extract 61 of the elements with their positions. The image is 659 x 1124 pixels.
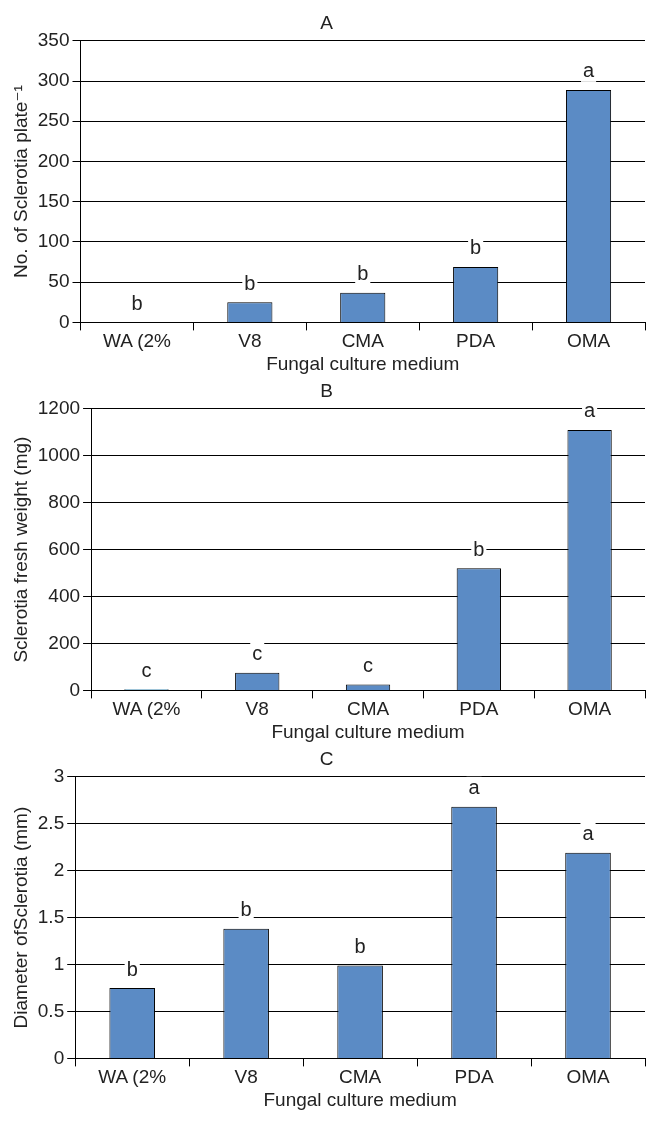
- y-tick-label: 200: [37, 149, 70, 171]
- y-tick-label: 400: [48, 584, 81, 606]
- x-tick-label: OMA: [567, 698, 612, 720]
- annotation: b: [131, 291, 143, 314]
- y-axis-title: Sclerotia fresh weight (mg): [9, 436, 31, 663]
- x-tick-label: PDA: [456, 330, 496, 352]
- annotation: b: [473, 537, 485, 560]
- y-tick-label: 600: [48, 537, 81, 559]
- x-tick-label: PDA: [459, 698, 499, 720]
- annotation: c: [141, 658, 152, 681]
- x-tick-label: OMA: [566, 1066, 610, 1088]
- x-tick-label: V8: [238, 330, 262, 352]
- x-axis-title: Fungal culture medium: [271, 720, 465, 742]
- annotation: b: [244, 271, 256, 294]
- y-tick-label: 50: [48, 270, 70, 292]
- x-tick-label: WA (2%: [112, 698, 181, 720]
- y-tick-label: 0: [69, 678, 81, 700]
- x-tick-label: V8: [234, 1066, 258, 1088]
- y-tick-label: 1.5: [37, 905, 65, 927]
- y-tick-label: 3: [53, 765, 65, 787]
- annotation: a: [582, 822, 595, 845]
- x-axis-title: Fungal culture medium: [263, 1088, 457, 1110]
- x-axis-title: Fungal culture medium: [266, 352, 460, 374]
- x-tick-label: CMA: [341, 330, 385, 352]
- annotation: b: [354, 934, 366, 957]
- annotation: c: [363, 654, 374, 677]
- x-tick-label: PDA: [454, 1066, 494, 1088]
- annotation: c: [252, 642, 263, 665]
- x-tick-label: CMA: [338, 1066, 382, 1088]
- y-tick-label: 800: [48, 490, 81, 512]
- chart-title: A: [320, 11, 334, 33]
- y-tick-label: 250: [37, 109, 70, 131]
- x-tick-label: V8: [245, 698, 269, 720]
- y-tick-label: 1200: [37, 397, 81, 419]
- y-tick-label: 350: [37, 29, 70, 51]
- x-tick-label: OMA: [566, 330, 611, 352]
- y-tick-label: 150: [37, 189, 70, 211]
- y-tick-label: 2: [53, 858, 65, 880]
- y-tick-label: 1000: [37, 443, 81, 465]
- y-tick-label: 0.5: [37, 999, 65, 1021]
- annotation: a: [468, 776, 481, 799]
- y-axis-title: No. of Sclerotia plate⁻¹: [9, 85, 31, 278]
- annotation: b: [357, 262, 369, 285]
- y-tick-label: 0: [58, 310, 70, 332]
- y-tick-label: 1: [53, 952, 65, 974]
- x-tick-label: CMA: [346, 698, 390, 720]
- y-tick-label: 2.5: [37, 811, 65, 833]
- chart-title: C: [319, 747, 334, 769]
- x-tick-label: WA (2%: [102, 330, 172, 352]
- y-axis-title: Diameter ofSclerotia (mm): [9, 806, 31, 1029]
- y-tick-label: 100: [37, 230, 70, 252]
- annotation: a: [584, 399, 597, 422]
- annotation: b: [240, 898, 252, 921]
- annotation: a: [582, 59, 595, 82]
- annotation: b: [126, 957, 138, 980]
- y-tick-label: 0: [53, 1046, 65, 1068]
- chart-title: B: [320, 379, 333, 401]
- y-tick-label: 300: [37, 69, 70, 91]
- y-tick-label: 200: [48, 631, 81, 653]
- x-tick-label: WA (2%: [98, 1066, 167, 1088]
- annotation: b: [470, 236, 482, 259]
